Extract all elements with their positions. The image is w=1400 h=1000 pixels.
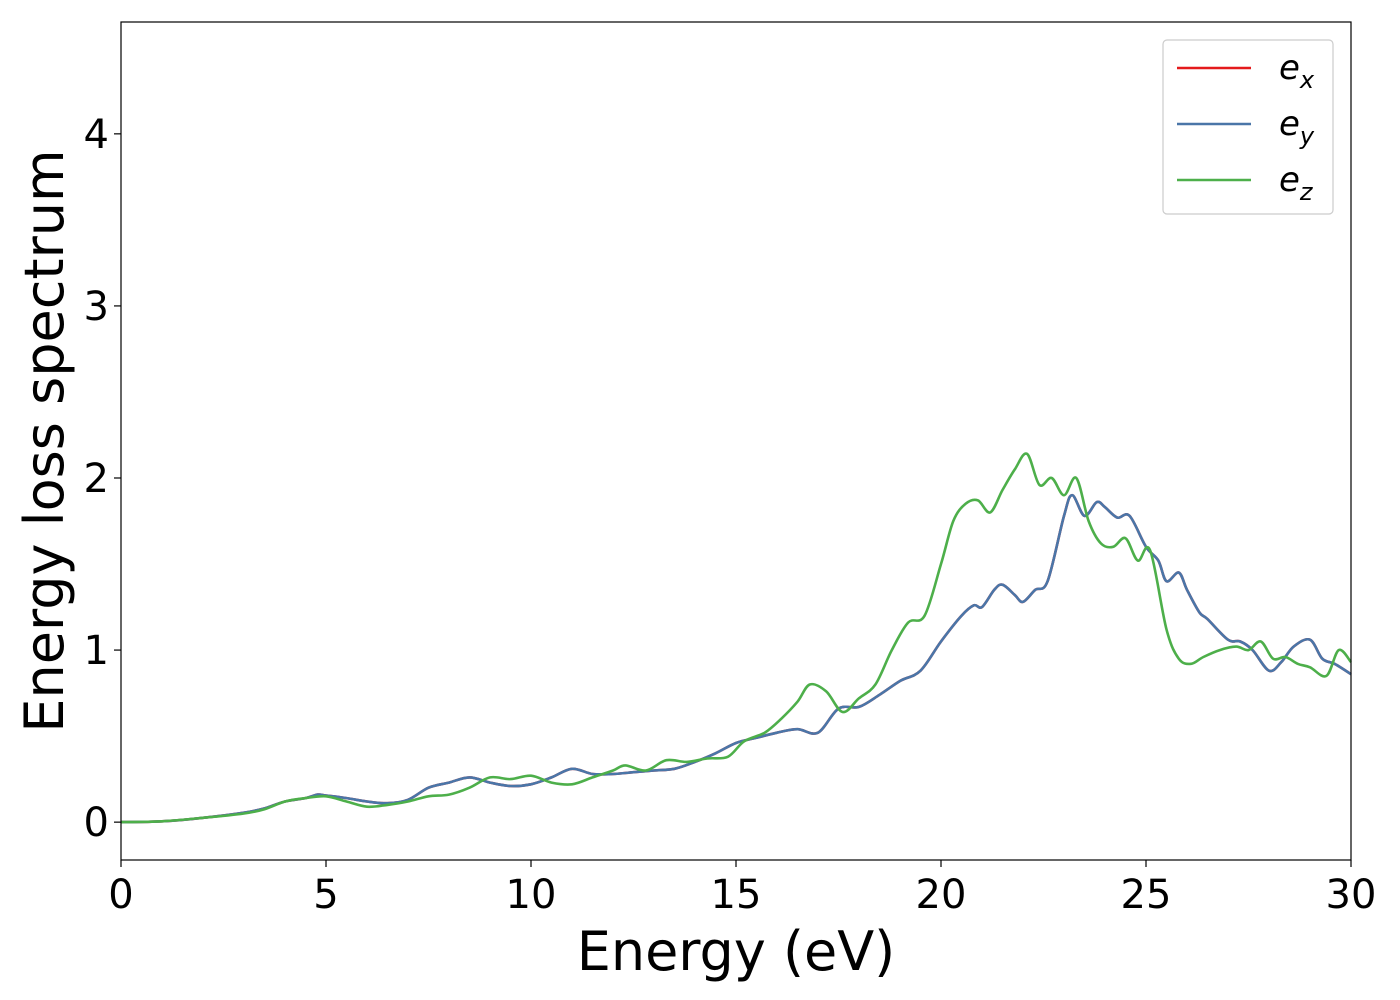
series-layer <box>120 452 1353 824</box>
legend-label-e-x: ex <box>1279 48 1315 94</box>
legend-label-e-y: ey <box>1279 104 1315 150</box>
y-tick-label: 0 <box>84 800 109 846</box>
x-tick-label: 20 <box>916 872 967 918</box>
x-tick-label: 15 <box>711 872 762 918</box>
y-tick-label: 2 <box>84 456 109 502</box>
legend-label-e-z: ez <box>1279 160 1314 206</box>
y-tick-label: 3 <box>84 284 109 330</box>
x-tick-label: 0 <box>108 872 133 918</box>
y-tick-label: 1 <box>84 628 109 674</box>
y-axis-ticks: 0 1 2 3 4 <box>84 112 121 846</box>
x-tick-label: 25 <box>1121 872 1172 918</box>
y-axis-label: Energy loss spectrum <box>13 149 76 732</box>
x-tick-label: 5 <box>313 872 338 918</box>
x-tick-label: 30 <box>1326 872 1377 918</box>
x-axis-label: Energy (eV) <box>577 920 896 983</box>
series-line-e-z <box>120 452 1353 824</box>
x-tick-label: 10 <box>506 872 557 918</box>
legend: ex ey ez <box>1162 39 1334 215</box>
legend-box <box>1162 39 1334 215</box>
x-axis-ticks: 0 5 10 15 20 25 30 <box>108 860 1376 918</box>
y-tick-label: 4 <box>84 112 109 158</box>
series-line-e-y <box>120 493 1352 824</box>
plot-background <box>121 22 1351 860</box>
